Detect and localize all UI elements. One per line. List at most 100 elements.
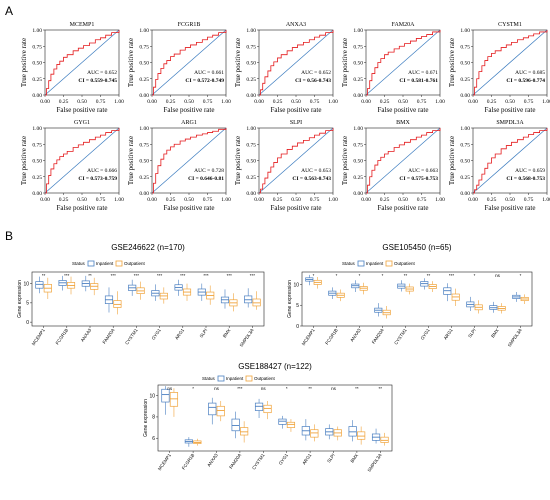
box-outpatient (405, 283, 414, 295)
roc-x-tick-label: 1.00 (221, 197, 231, 203)
roc-y-tick-label: 0.50 (139, 159, 149, 165)
roc-curve (152, 30, 227, 96)
box-body (240, 427, 249, 436)
roc-x-tick-label: 0.75 (524, 197, 534, 203)
roc-x-tick-label: 0.00 (361, 197, 371, 203)
roc-title: GYG1 (74, 120, 90, 126)
roc-title: SMPDL3A (496, 120, 524, 126)
roc-title: BMX (396, 120, 410, 126)
roc-x-tick-label: 0.75 (203, 197, 213, 203)
roc-panel: BMX 0.000.00 0.25 0.25 0.50 0.50 0.75 0.75 1.00 1… (341, 120, 445, 212)
legend-swatch-outpatient (115, 260, 123, 267)
box-body (380, 436, 389, 443)
box-outpatient (286, 419, 296, 432)
significance-label: * (382, 273, 384, 278)
roc-y-tick-label: 0.75 (139, 44, 149, 50)
roc-ci-label: CI = 0.581-0.761 (399, 78, 438, 84)
roc-x-tick-label: 0.50 (184, 99, 194, 105)
roc-auc-label: AUC = 0.671 (408, 70, 438, 76)
box-outpatient (169, 388, 179, 417)
roc-x-tick-label: 1.00 (542, 99, 550, 105)
roc-y-tick-label: 0.25 (353, 175, 363, 181)
boxplot-panel: GSE105450 (n=65) Status Inpatient Outpatien… (287, 243, 533, 348)
significance-label: *** (203, 273, 209, 278)
box-inpatient (489, 301, 498, 313)
roc-x-tick-label: 0.50 (291, 99, 301, 105)
roc-y-tick-label: 1.00 (353, 126, 363, 132)
significance-label: *** (157, 273, 163, 278)
box-inpatient (104, 287, 114, 313)
roc-x-tick-label: 0.25 (59, 99, 69, 105)
legend-label-inpatient: Inpatient (366, 261, 384, 266)
significance-label: * (286, 386, 288, 391)
box-inpatient (161, 386, 170, 415)
box-outpatient (216, 400, 225, 422)
roc-x-tick-label: 0.50 (291, 197, 301, 203)
roc-curve (259, 128, 334, 194)
roc-y-label: True positive rate (234, 136, 242, 185)
roc-x-tick-label: 0.50 (398, 99, 408, 105)
roc-ci-label: CI = 0.646-0.81 (188, 176, 224, 182)
boxplot-title: GSE105450 (n=65) (382, 243, 451, 252)
boxplot-x-tick-label: CYSTM1 (393, 327, 408, 345)
roc-panel: SLPI 0.000.00 0.25 0.25 0.50 0.50 0.75 0.75 1.00… (234, 120, 338, 212)
roc-y-tick-label: 0.50 (246, 61, 256, 67)
box-body (348, 426, 357, 437)
box-outpatient (313, 276, 322, 289)
roc-x-tick-label: 0.50 (505, 99, 515, 105)
box-inpatient (151, 284, 160, 301)
significance-label: ns (214, 386, 220, 391)
roc-panel: FCGR1B 0.000.00 0.25 0.25 0.50 0.50 0.75 0.75 1.… (127, 22, 231, 114)
boxplot-y-tick-label: 0 (26, 320, 29, 326)
roc-y-tick-label: 0.50 (353, 159, 363, 165)
significance-label: ** (379, 386, 383, 391)
roc-y-tick-label: 0.00 (32, 191, 42, 197)
significance-label: *** (227, 273, 233, 278)
roc-y-label: True positive rate (20, 38, 28, 87)
roc-x-tick-label: 0.25 (273, 99, 283, 105)
box-outpatient (474, 300, 483, 314)
roc-y-label: True positive rate (20, 136, 28, 185)
box-outpatient (333, 426, 342, 441)
legend-swatch-outpatient (245, 375, 253, 382)
legend-swatch-inpatient (217, 375, 225, 382)
boxplot-x-tick-label: SLPI (326, 453, 336, 464)
box-outpatient (206, 285, 215, 305)
box-inpatient (443, 283, 452, 302)
roc-y-tick-label: 0.00 (246, 93, 256, 99)
roc-auc-label: AUC = 0.666 (87, 168, 117, 174)
box-outpatient (428, 281, 437, 292)
boxplot-x-tick-label: GYG1 (420, 327, 432, 341)
box-body (161, 388, 170, 403)
roc-auc-label: AUC = 0.728 (194, 168, 224, 174)
box-outpatient (159, 287, 168, 304)
legend-label-outpatient: Outpatient (124, 261, 146, 266)
roc-title: FCGR1B (178, 22, 201, 28)
boxplot-panel: GSE188427 (n=122) Status Inpatient Outpatie… (143, 362, 393, 473)
box-outpatient (336, 289, 345, 302)
significance-label: ** (427, 273, 431, 278)
legend-swatch-outpatient (385, 260, 393, 267)
roc-curve (152, 128, 227, 194)
roc-x-tick-label: 0.75 (203, 99, 213, 105)
roc-x-tick-label: 0.25 (166, 197, 176, 203)
boxplot-x-tick-label: FCGR1B (324, 328, 339, 346)
box-inpatient (35, 276, 44, 294)
boxplot-x-tick-label: ARG1 (174, 327, 185, 340)
roc-y-tick-label: 1.00 (353, 28, 363, 34)
box-inpatient (231, 411, 240, 439)
boxplot-x-tick-label: ANXA3 (349, 327, 362, 342)
box-inpatient (374, 303, 383, 317)
roc-y-tick-label: 0.25 (460, 175, 470, 181)
boxplot-x-tick-label: MCEMP1 (301, 327, 316, 346)
roc-x-tick-label: 0.75 (310, 197, 320, 203)
boxplot-y-tick-label: 8 (152, 415, 155, 421)
box-outpatient (66, 276, 76, 295)
significance-label: *** (449, 273, 455, 278)
roc-diagonal (258, 29, 334, 96)
legend-title: Status (72, 261, 86, 266)
boxplot-x-tick-label: ANXA3 (206, 452, 219, 467)
panel-label-b: B (5, 229, 13, 243)
roc-x-tick-label: 0.00 (468, 99, 478, 105)
box-inpatient (420, 278, 429, 290)
